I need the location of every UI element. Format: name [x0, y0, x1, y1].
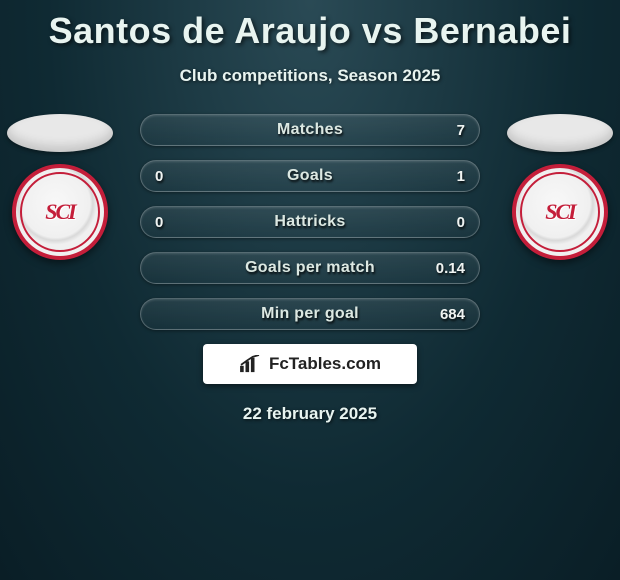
stat-right-value: 0.14 — [429, 260, 465, 277]
stat-label: Goals per match — [245, 259, 375, 277]
stat-row: 0 Goals 1 — [140, 160, 480, 192]
stat-left-value: 0 — [155, 214, 191, 231]
comparison-content: SCI SCI Matches 7 0 Goals 1 0 Hattricks … — [0, 114, 620, 424]
player-left-avatar — [7, 114, 113, 152]
stat-right-value: 684 — [429, 306, 465, 323]
stat-row: Min per goal 684 — [140, 298, 480, 330]
club-badge-monogram: SCI — [45, 199, 74, 225]
club-badge-monogram: SCI — [545, 199, 574, 225]
bar-chart-icon — [239, 355, 261, 373]
stat-right-value: 1 — [429, 168, 465, 185]
date-label: 22 february 2025 — [0, 404, 620, 424]
stat-right-value: 0 — [429, 214, 465, 231]
stat-left-value: 0 — [155, 168, 191, 185]
stat-label: Hattricks — [274, 213, 345, 231]
player-right-avatar — [507, 114, 613, 152]
subtitle: Club competitions, Season 2025 — [0, 66, 620, 86]
source-logo[interactable]: FcTables.com — [203, 344, 417, 384]
stat-row: Goals per match 0.14 — [140, 252, 480, 284]
stat-row: Matches 7 — [140, 114, 480, 146]
stat-row: 0 Hattricks 0 — [140, 206, 480, 238]
stat-label: Min per goal — [261, 305, 359, 323]
player-right-column: SCI — [500, 114, 620, 260]
stat-label: Goals — [287, 167, 333, 185]
source-logo-text: FcTables.com — [269, 354, 381, 374]
stat-right-value: 7 — [429, 122, 465, 139]
player-left-club-badge: SCI — [12, 164, 108, 260]
stat-label: Matches — [277, 121, 343, 139]
stats-table: Matches 7 0 Goals 1 0 Hattricks 0 Goals … — [140, 114, 480, 330]
player-right-club-badge: SCI — [512, 164, 608, 260]
page-title: Santos de Araujo vs Bernabei — [0, 0, 620, 52]
player-left-column: SCI — [0, 114, 120, 260]
